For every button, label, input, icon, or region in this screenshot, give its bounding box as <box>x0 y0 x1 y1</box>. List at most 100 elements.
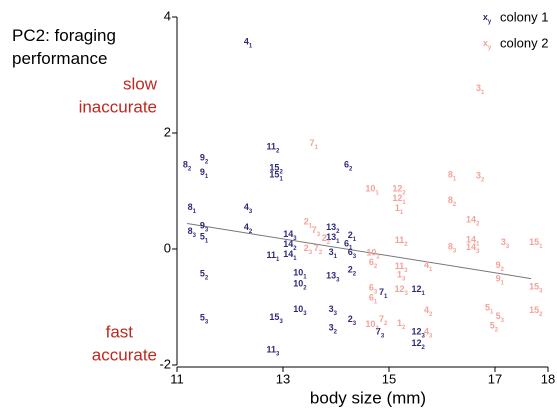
point-label: 15 <box>269 163 279 173</box>
x-tick-label: 18 <box>541 371 555 386</box>
point: 92 <box>200 153 209 165</box>
point-sub: 2 <box>279 169 283 175</box>
legend-marker-sub: y <box>488 19 492 25</box>
point: 22 <box>322 234 331 246</box>
point-label: 8 <box>188 227 193 237</box>
point-label: 6 <box>369 283 374 293</box>
point-sub: 1 <box>303 274 307 280</box>
point-sub: 3 <box>293 236 297 242</box>
point-label: 6 <box>344 239 349 249</box>
point: 11 <box>395 203 404 215</box>
point: 141 <box>466 235 480 247</box>
point: 91 <box>496 274 505 286</box>
legend-label: colony 2 <box>500 35 548 50</box>
title-line: performance <box>12 49 107 68</box>
point: 81 <box>188 202 197 214</box>
point: 42 <box>424 305 433 317</box>
point-label: 10 <box>366 248 376 258</box>
point-label: 4 <box>424 305 429 315</box>
point-sub: 1 <box>315 145 319 151</box>
point-label: 2 <box>348 314 353 324</box>
point-label: 8 <box>448 195 453 205</box>
point: 32 <box>476 171 485 183</box>
point-sub: 2 <box>293 246 297 252</box>
point-sub: 1 <box>279 176 283 182</box>
point: 41 <box>244 37 253 49</box>
x-tick-label: 17 <box>488 371 502 386</box>
point-label: 8 <box>183 160 188 170</box>
point: 143 <box>283 229 297 241</box>
point-label: 14 <box>466 215 476 225</box>
point-label: 2 <box>348 231 353 241</box>
point: 42 <box>244 222 253 234</box>
point: 12 <box>397 318 406 330</box>
point-sub: 1 <box>349 245 353 251</box>
point: 83 <box>188 227 197 239</box>
point-sub: 2 <box>303 285 307 291</box>
point-label: 4 <box>424 260 429 270</box>
point: 62 <box>369 257 378 269</box>
chart-title-line2: performance <box>12 49 107 68</box>
point-sub: 1 <box>334 254 338 260</box>
point-sub: 3 <box>429 333 433 339</box>
point-sub: 1 <box>375 190 379 196</box>
point-label: 15 <box>269 170 279 180</box>
point-sub: 3 <box>405 291 409 297</box>
point: 82 <box>183 160 192 172</box>
point-sub: 3 <box>309 250 313 256</box>
x-tick-label: 11 <box>170 371 184 386</box>
point: 132 <box>326 222 340 234</box>
point-label: 3 <box>329 323 334 333</box>
point: 62 <box>344 160 353 172</box>
point-sub: 2 <box>539 312 543 318</box>
point-label: 4 <box>244 37 249 47</box>
point-sub: 1 <box>336 239 340 245</box>
point: 72 <box>314 243 323 255</box>
point-label: 11 <box>395 235 405 245</box>
legend-marker-sub: y <box>488 45 492 51</box>
point-label: 8 <box>448 170 453 180</box>
point-sub: 2 <box>404 241 408 247</box>
point-label: 10 <box>365 319 375 329</box>
point-label: 14 <box>283 239 293 249</box>
point-sub: 2 <box>205 159 209 165</box>
point-sub: 1 <box>453 176 457 182</box>
point-label: 11 <box>267 142 277 152</box>
point-label: 11 <box>267 345 277 355</box>
point: 101 <box>365 184 379 196</box>
title-line: PC2: foraging <box>12 26 116 45</box>
point-label: 4 <box>424 327 429 337</box>
point-label: 5 <box>490 321 495 331</box>
point-label: 2 <box>348 265 353 275</box>
point-sub: 1 <box>193 208 197 214</box>
point-sub: 1 <box>539 244 543 250</box>
point-sub: 3 <box>336 277 340 283</box>
point-sub: 1 <box>293 255 297 261</box>
point: 61 <box>344 239 353 251</box>
point-label: 1 <box>397 270 402 280</box>
point-label: 8 <box>448 242 453 252</box>
point: 23 <box>348 314 357 326</box>
point-sub: 1 <box>429 266 433 272</box>
point-sub: 1 <box>309 223 313 229</box>
annotation: inaccurate <box>79 97 157 116</box>
point-sub: 2 <box>319 250 323 256</box>
point: 151 <box>529 238 543 250</box>
point-sub: 3 <box>353 254 357 260</box>
point-sub: 2 <box>205 275 209 281</box>
point-label: 7 <box>379 314 384 324</box>
point-label: 2 <box>304 243 309 253</box>
point-sub: 2 <box>376 254 380 260</box>
point-sub: 2 <box>429 312 433 318</box>
point-sub: 1 <box>476 241 480 247</box>
point-label: 10 <box>293 279 303 289</box>
point: 102 <box>293 279 307 291</box>
point-sub: 3 <box>205 319 209 325</box>
legend-marker: xy <box>483 38 492 50</box>
point-label: 2 <box>322 234 327 244</box>
point-label: 10 <box>293 304 303 314</box>
point-label: 7 <box>312 225 317 235</box>
point-sub: 2 <box>384 320 388 326</box>
point-sub: 3 <box>402 276 406 282</box>
point-sub: 3 <box>381 333 385 339</box>
